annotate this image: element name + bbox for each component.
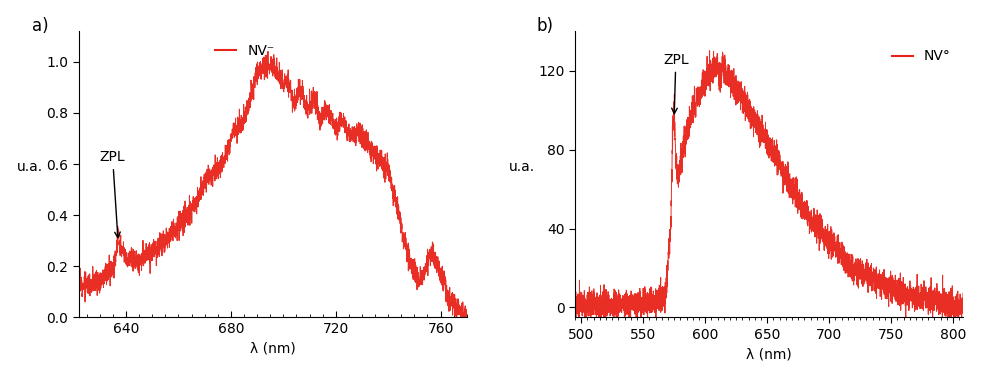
Text: a): a) <box>32 17 49 35</box>
X-axis label: λ (nm): λ (nm) <box>250 342 295 356</box>
Y-axis label: u.a.: u.a. <box>17 160 42 174</box>
Text: ZPL: ZPL <box>663 53 689 114</box>
Legend: NV⁻: NV⁻ <box>210 38 280 63</box>
Legend: NV°: NV° <box>887 44 956 69</box>
Y-axis label: u.a.: u.a. <box>509 160 534 174</box>
Text: ZPL: ZPL <box>99 150 125 238</box>
X-axis label: λ (nm): λ (nm) <box>746 347 792 361</box>
Text: b): b) <box>536 17 553 35</box>
